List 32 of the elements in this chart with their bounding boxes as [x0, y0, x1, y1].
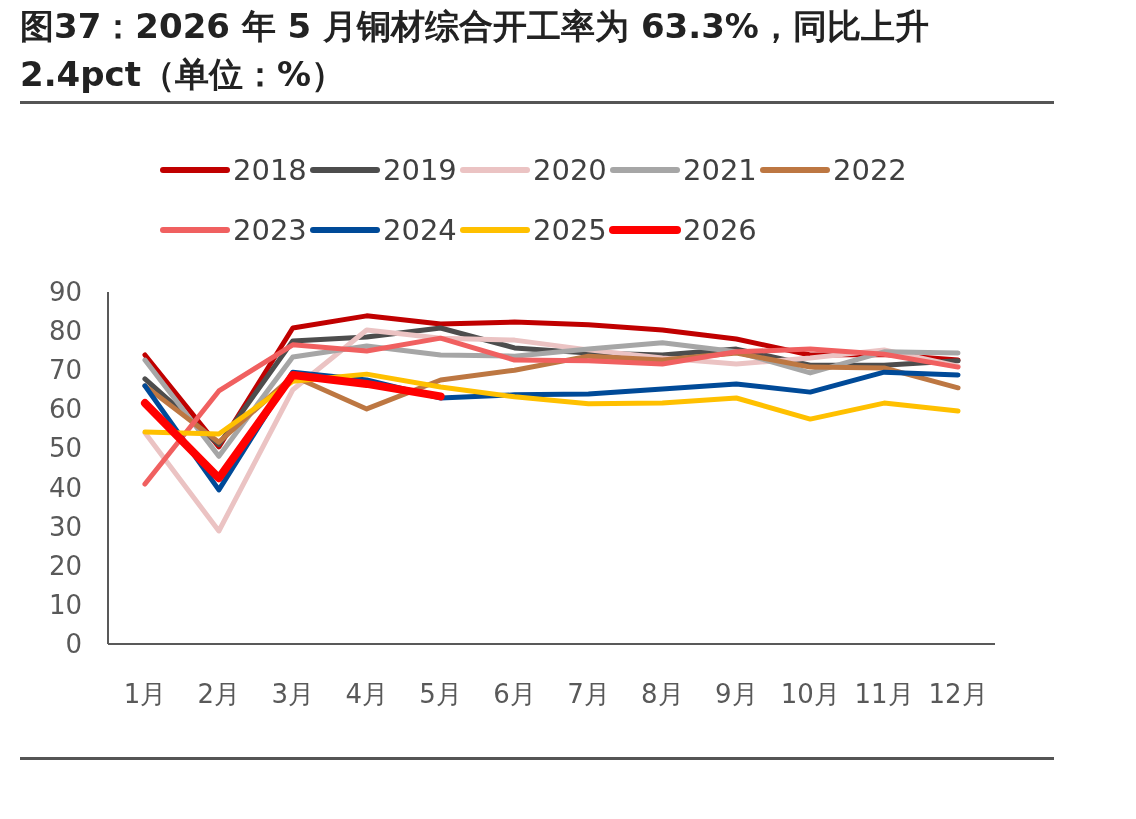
- y-tick-label: 10: [48, 589, 82, 620]
- y-tick-label: 80: [48, 316, 82, 347]
- legend-label: 2023: [233, 213, 307, 247]
- x-tick-label: 10月: [780, 679, 840, 709]
- x-tick-label: 5月: [419, 679, 462, 709]
- x-tick-label: 11月: [854, 679, 914, 709]
- y-tick-label: 20: [48, 550, 82, 581]
- x-tick-label: 7月: [567, 679, 610, 709]
- y-tick-label: 40: [48, 472, 82, 503]
- legend-label: 2024: [383, 213, 457, 247]
- y-tick-label: 60: [48, 394, 82, 425]
- x-tick-label: 6月: [493, 679, 536, 709]
- y-tick-label: 50: [48, 433, 82, 464]
- x-tick-label: 2月: [197, 679, 241, 709]
- legend-label: 2018: [233, 153, 307, 187]
- legend-label: 2021: [683, 153, 757, 187]
- legend-label: 2025: [533, 213, 607, 247]
- legend-label: 2026: [683, 213, 757, 247]
- legend-label: 2019: [383, 153, 457, 187]
- x-tick-label: 3月: [271, 679, 315, 709]
- x-tick-label: 12月: [928, 679, 988, 709]
- x-tick-label: 1月: [123, 679, 167, 709]
- y-tick-label: 90: [48, 277, 82, 307]
- y-tick-label: 70: [48, 355, 82, 386]
- legend-label: 2020: [533, 153, 607, 187]
- legend-label: 2022: [833, 153, 907, 187]
- x-tick-label: 8月: [641, 679, 684, 709]
- x-tick-label: 9月: [715, 679, 758, 709]
- y-tick-label: 0: [65, 629, 82, 659]
- chart-title: 图37：2026 年 5 月铜材综合开工率为 63.3%，同比上升 2.4pct（单位：%）: [20, 5, 930, 96]
- x-tick-label: 4月: [345, 679, 388, 709]
- y-tick-label: 30: [48, 511, 82, 542]
